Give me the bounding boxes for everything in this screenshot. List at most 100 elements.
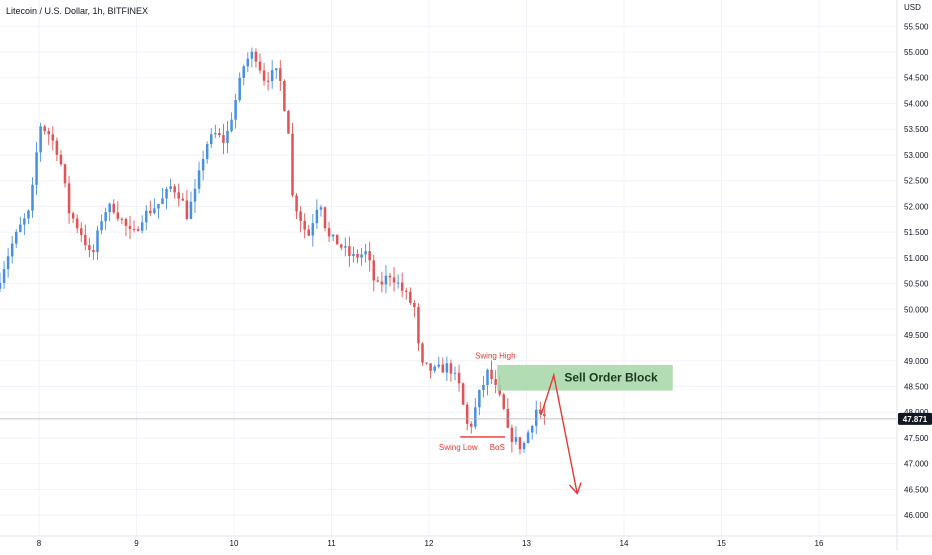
candle-body [2, 269, 6, 283]
candle-body [177, 192, 181, 199]
y-tick-label: 53.000 [904, 151, 929, 160]
candle-body [534, 409, 538, 426]
candle-body [409, 291, 412, 303]
candle-body [299, 211, 302, 221]
candle-body [461, 383, 465, 405]
candle-body [181, 198, 185, 201]
candle-body [441, 364, 445, 373]
candle-body [246, 58, 250, 67]
candle-body [478, 390, 481, 408]
candle-body [193, 188, 197, 202]
y-tick-label: 54.000 [904, 99, 929, 108]
candle-body [161, 198, 164, 204]
y-tick-label: 48.500 [904, 382, 929, 391]
candle-body [331, 234, 335, 237]
x-tick-label: 15 [717, 539, 726, 548]
candle-body [518, 437, 522, 450]
candle-body [307, 229, 311, 236]
annotations: Sell Order Block Swing High Swing Low BoS [0, 351, 897, 495]
candle-body [43, 126, 46, 132]
candle-body [429, 363, 432, 371]
grid [0, 0, 897, 536]
candle-body [417, 307, 420, 344]
candle-body [197, 170, 201, 189]
y-tick-label: 50.000 [904, 305, 929, 314]
y-tick-label: 51.000 [904, 254, 929, 263]
y-tick-label: 49.000 [904, 357, 929, 366]
candle-body [79, 228, 83, 235]
candle-body [356, 253, 359, 258]
candle-body [128, 225, 132, 230]
x-tick-label: 11 [327, 539, 336, 548]
candle-body [6, 256, 10, 270]
candle-body [469, 423, 473, 427]
candle-body [173, 186, 176, 193]
candle-body [303, 220, 306, 230]
candle-body [465, 404, 469, 424]
candle-body [348, 246, 351, 256]
candle-body [136, 229, 140, 231]
candle-body [396, 282, 400, 284]
sell-order-block-label: Sell Order Block [564, 371, 658, 385]
candle-body [413, 302, 416, 308]
last-price-label: 47.871 [903, 415, 928, 424]
candle-body [47, 131, 51, 135]
candle-body [360, 254, 363, 258]
candle-body [88, 245, 91, 251]
x-tick-label: 9 [134, 539, 139, 548]
candle-body [169, 186, 172, 189]
candle-body [149, 210, 152, 214]
candle-body [84, 234, 87, 246]
candle-body [214, 132, 217, 135]
candle-body [165, 188, 168, 199]
y-tick-label: 53.500 [904, 125, 929, 134]
swing-high-label: Swing High [475, 351, 515, 360]
x-tick-label: 13 [522, 539, 531, 548]
candle-body [254, 51, 258, 62]
y-tick-label: 51.500 [904, 228, 929, 237]
candle-body [530, 425, 534, 433]
candle-body [474, 407, 477, 427]
candle-body [116, 212, 120, 219]
y-tick-label: 52.000 [904, 202, 929, 211]
candle-body [230, 119, 233, 131]
candle-body [522, 442, 526, 450]
candle-body [279, 68, 282, 81]
candle-body [92, 250, 95, 253]
candle-body [67, 183, 71, 214]
y-tick-label: 55.500 [904, 22, 929, 31]
candle-body [482, 384, 485, 391]
candle-body [71, 213, 75, 219]
candle-body [262, 70, 266, 81]
candle-body [433, 366, 436, 371]
candle-body [449, 363, 453, 374]
y-tick-label: 46.000 [904, 511, 929, 520]
candle-body [153, 208, 156, 214]
x-tick-label: 16 [815, 539, 824, 548]
candle-body [144, 210, 148, 223]
candle-body [490, 369, 493, 380]
candle-body [352, 253, 355, 256]
candle-body [266, 80, 270, 82]
candle-body [31, 184, 34, 211]
candle-body [380, 281, 384, 285]
candle-body [283, 80, 286, 111]
candle-body [185, 200, 189, 219]
candle-body [339, 244, 343, 248]
candle-body [400, 282, 404, 291]
candle-body [315, 209, 319, 224]
candle-body [222, 135, 225, 143]
candle-body [39, 126, 42, 153]
candle-body [506, 408, 510, 428]
candle-body [140, 222, 144, 231]
candle-body [291, 133, 294, 196]
chart-title: Litecoin / U.S. Dollar, 1h, BITFINEX [6, 6, 149, 16]
candle-body [10, 243, 14, 257]
candle-body [27, 210, 30, 219]
candle-body [157, 203, 160, 209]
candle-body [51, 134, 55, 141]
y-tick-label: 48.000 [904, 408, 929, 417]
candle-body [368, 251, 371, 261]
